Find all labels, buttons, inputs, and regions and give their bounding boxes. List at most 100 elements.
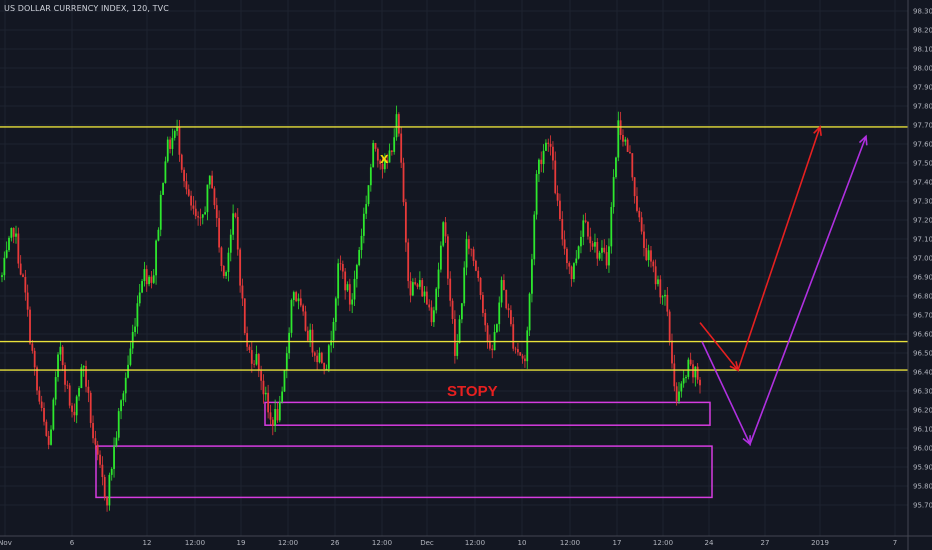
- candle-body: [45, 421, 48, 436]
- candle-body: [292, 292, 295, 301]
- candle-body: [152, 275, 155, 283]
- candle-body: [425, 291, 428, 305]
- candle-body: [31, 343, 34, 351]
- candle-body: [309, 329, 312, 341]
- candle-body: [225, 272, 228, 276]
- candle-body: [155, 240, 157, 276]
- candle-body: [505, 290, 508, 309]
- candle-body: [124, 377, 127, 394]
- candle-body: [220, 247, 223, 266]
- price-axis-background: [908, 0, 932, 550]
- price-axis[interactable]: 98.30 98.20 98.10 98.00 97.90 97.80 97.70 97.60…: [907, 0, 932, 550]
- candle-body: [166, 139, 169, 162]
- candle-body: [605, 252, 608, 266]
- candle-body: [575, 258, 578, 264]
- candle-body: [531, 259, 533, 294]
- candle-body: [503, 280, 505, 291]
- candle-body: [262, 380, 265, 395]
- candle-body: [313, 352, 316, 356]
- price-tick-label: 96.50: [913, 350, 932, 358]
- time-tick-label: 12:00: [185, 539, 205, 547]
- candle-body: [470, 248, 473, 250]
- price-tick-label: 97.90: [913, 84, 932, 92]
- candle-body: [320, 352, 323, 363]
- candle-body: [577, 246, 580, 259]
- candle-body: [122, 393, 125, 401]
- candle-body: [334, 298, 337, 322]
- candle-body: [330, 340, 333, 346]
- candle-body: [400, 133, 403, 163]
- candle-body: [421, 280, 424, 297]
- candle-body: [372, 142, 375, 168]
- price-tick-label: 97.80: [913, 103, 932, 111]
- price-tick-label: 97.10: [913, 236, 932, 244]
- projection-arrows: [699, 125, 868, 447]
- candle-body: [176, 126, 178, 131]
- candle-body: [580, 236, 582, 247]
- price-tick-label: 97.70: [913, 122, 932, 130]
- candle-body: [423, 291, 426, 297]
- candle-body: [339, 263, 342, 265]
- time-axis[interactable]: Nov 6 12 12:00 19 12:00 26 12:00 Dec 12:00 10 12:00…: [0, 535, 932, 547]
- price-tick-label: 97.30: [913, 198, 932, 206]
- candle-body: [456, 343, 459, 356]
- candle-body: [358, 249, 361, 266]
- candle-body: [96, 444, 99, 455]
- candle-body: [290, 300, 293, 333]
- candle-body: [594, 241, 596, 247]
- candle-body: [211, 175, 214, 189]
- candle-body: [444, 222, 447, 237]
- time-tick-label: 24: [705, 539, 714, 547]
- candle-body: [194, 208, 197, 217]
- candle-body: [127, 364, 129, 378]
- candle-body: [409, 281, 412, 296]
- candle-body: [582, 220, 585, 237]
- candle-body: [608, 246, 610, 266]
- candle-body: [549, 143, 552, 147]
- candle-body: [402, 162, 405, 203]
- candle-body: [264, 392, 267, 395]
- candle-body: [603, 247, 606, 253]
- candle-body: [50, 429, 52, 445]
- x-marker-annotation: X: [380, 153, 389, 166]
- candle-body: [94, 438, 97, 445]
- candle-body: [386, 160, 389, 163]
- target-zone-rectangle: [264, 401, 711, 426]
- price-tick-label: 96.90: [913, 274, 932, 282]
- candle-body: [316, 355, 319, 363]
- candle-body: [619, 120, 622, 136]
- target-zone-rectangle: [95, 445, 713, 499]
- candle-body: [629, 151, 631, 154]
- candle-body: [344, 271, 347, 291]
- price-tick-label: 96.10: [913, 426, 932, 434]
- candle-body: [131, 332, 134, 349]
- candle-body: [253, 363, 256, 365]
- candle-body: [654, 266, 657, 285]
- candle-body: [278, 401, 281, 421]
- candle-body: [451, 300, 454, 320]
- candle-body: [510, 310, 512, 325]
- candle-body: [463, 267, 466, 304]
- candle-body: [190, 195, 192, 206]
- candle-body: [183, 169, 185, 182]
- candle-body: [587, 221, 589, 237]
- candle-body: [671, 340, 673, 364]
- candle-body: [57, 354, 59, 378]
- candle-body: [367, 185, 370, 205]
- price-tick-label: 97.40: [913, 179, 932, 187]
- candle-body: [696, 366, 699, 380]
- time-tick-label: 26: [331, 539, 340, 547]
- candle-body: [101, 464, 104, 478]
- candle-body: [673, 363, 676, 387]
- candle-body: [82, 366, 85, 368]
- candle-body: [383, 160, 386, 170]
- candle-body: [159, 194, 162, 230]
- candle-body: [351, 299, 354, 305]
- candle-body: [106, 497, 108, 506]
- candle-body: [99, 454, 101, 465]
- candle-body: [141, 281, 143, 293]
- candle-body: [12, 227, 15, 237]
- candle-body: [460, 303, 463, 320]
- candle-body: [89, 392, 92, 423]
